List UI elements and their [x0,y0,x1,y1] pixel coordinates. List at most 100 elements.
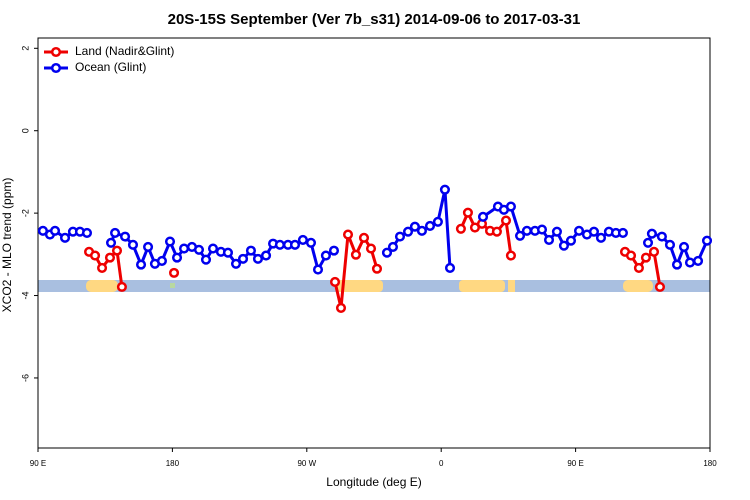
data-point [342,229,354,240]
data-point [521,225,532,236]
data-point [81,227,93,238]
data-point [693,255,704,266]
x-tick-label: 90 W [297,459,316,468]
data-point [588,226,600,237]
y-tick-label: -4 [20,292,30,300]
legend-marker [50,46,62,58]
data-point [178,243,190,254]
x-tick-label: 180 [703,459,717,468]
data-point [358,232,370,243]
data-point [89,250,101,261]
x-tick-label: 180 [166,459,180,468]
surface-band [38,280,710,292]
legend-marker [50,62,62,74]
data-point [646,228,657,239]
data-point [110,227,121,238]
data-point [381,247,393,258]
data-point [505,201,516,212]
data-point [305,237,317,248]
data-point [222,247,234,258]
data-point [237,253,249,264]
data-point [402,226,414,237]
data-point [505,250,516,261]
data-point [514,230,526,241]
data-point [59,232,71,243]
chart-title: 20S-15S September (Ver 7b_s31) 2014-09-0… [168,11,581,28]
data-point [617,227,628,238]
data-point [500,215,512,226]
data-point [335,302,347,313]
plot-frame [37,37,711,449]
data-point [120,231,131,242]
data-point [371,263,383,274]
data-point [444,262,456,273]
data-point [565,235,577,246]
data-point [671,259,683,270]
data-point [329,276,341,287]
data-point [320,250,331,261]
data-point [135,259,147,270]
y-tick-label: 0 [20,128,30,133]
land-patch [508,280,515,292]
data-point [424,220,436,231]
data-point [104,252,116,263]
data-point [536,224,548,235]
x-tick-label: 0 [439,459,444,468]
data-point [328,245,340,256]
data-point [416,225,427,236]
data-point [491,226,502,237]
land-patch [623,280,653,292]
data-point [297,234,308,245]
x-axis-label: Longitude (deg E) [326,475,421,489]
data-point [477,211,489,222]
legend-label: Ocean (Glint) [75,60,146,74]
data-point [573,225,585,236]
data-point [625,250,637,261]
data-point [701,235,713,246]
data-point [49,225,61,236]
data-point [200,254,212,265]
data-point [350,249,361,260]
data-point [116,281,127,292]
y-tick-label: -6 [20,374,30,382]
data-point [143,241,154,252]
y-tick-label: -2 [20,209,30,217]
data-point [105,237,117,248]
data-point [127,239,139,250]
data-point [365,243,377,254]
data-point [156,255,167,266]
data-point [245,245,256,256]
data-point [274,239,285,250]
data-point [230,258,242,269]
data-point [558,240,570,251]
data-point [640,252,651,263]
data-point [462,207,473,218]
land-patch [336,280,383,292]
data-point [678,241,690,252]
data-point [171,252,183,263]
data-point [432,216,443,227]
legend-label: Land (Nadir&Glint) [75,44,174,58]
data-point [97,262,108,273]
data-point [648,246,660,257]
data-point [111,245,123,256]
x-tick-label: 90 E [567,459,583,468]
data-point [387,241,399,252]
land-patch [170,283,175,288]
data-point [656,231,667,242]
data-point [595,232,607,243]
y-tick-label: 2 [20,46,30,51]
x-tick-label: 90 E [30,459,46,468]
data-point [543,234,555,245]
data-point [664,239,676,250]
data-point [394,231,406,242]
data-point [260,250,272,261]
data-point [551,226,562,237]
data-point [193,244,205,255]
data-point [439,184,450,195]
data-point [455,223,466,234]
data-point [642,237,654,248]
data-point [633,262,644,273]
data-point [312,264,324,275]
